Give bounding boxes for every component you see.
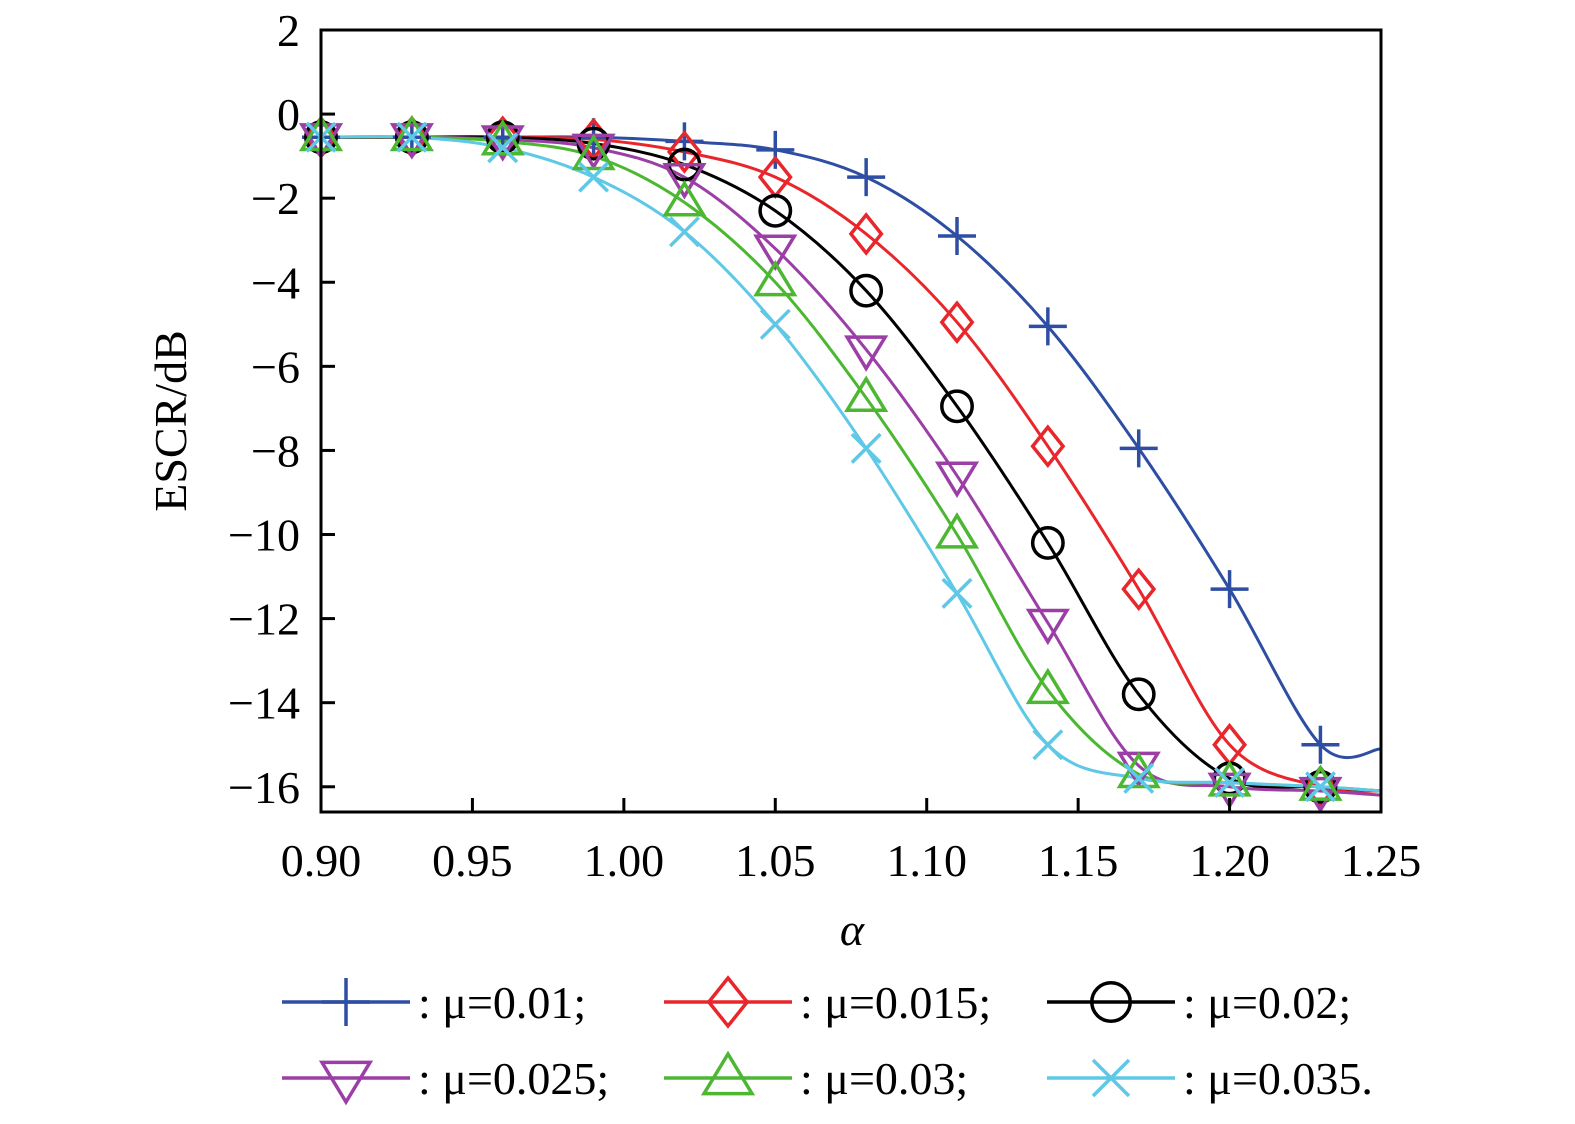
y-tick-label: −12 [228,594,300,645]
x-tick-label: 1.10 [886,835,967,886]
triangle-up-marker [1207,760,1252,797]
plot-frame [319,28,1383,814]
legend-label: : μ=0.02; [1183,977,1351,1028]
diamond-marker [1302,764,1338,809]
plus-marker [1301,725,1340,764]
legend-item: : μ=0.035. [1047,1053,1373,1104]
triangle-up-marker [571,133,616,171]
triangle-down-marker [389,123,434,160]
diamond-marker [1030,424,1066,469]
circle-marker [940,389,974,424]
y-tick-label: −16 [228,762,300,813]
y-tick-label: −2 [251,173,300,224]
y-tick-label: −10 [228,510,300,561]
diamond-marker [939,300,975,345]
x-tick-label: 0.95 [432,835,513,886]
series-markers [298,114,1343,814]
triangle-down-marker [318,1060,374,1106]
x-marker [759,308,791,340]
x-tick-label: 1.05 [735,835,816,886]
triangle-down-marker [662,163,707,200]
triangle-down-marker [1025,608,1070,646]
x-axis-title: α [840,904,865,955]
legend-item: : μ=0.015; [664,975,991,1029]
circle-marker [394,120,429,155]
plus-marker [1210,570,1249,609]
x-marker [578,161,610,193]
series-line-0 [321,135,1382,760]
diamond-marker [706,975,750,1029]
plus-marker [847,158,886,197]
x-marker [668,216,700,248]
x-marker [1304,771,1336,803]
diamond-marker [1121,567,1157,611]
y-axis: 2 0 −2 −4 −6 −8 −10 −12 −14 −16 [228,5,335,813]
y-tick-label: −6 [251,341,300,392]
triangle-down-marker [480,125,525,162]
triangle-up-marker [700,1050,756,1096]
y-tick-label: 2 [277,5,300,56]
x-marker [1032,729,1064,761]
circle-marker [1090,981,1132,1023]
legend-label: : μ=0.015; [800,977,991,1028]
triangle-up-marker [1298,764,1343,801]
y-axis-title: ESCR/dB [145,330,196,512]
legend-item: : μ=0.025; [282,1053,609,1106]
triangle-up-marker [662,179,707,217]
plus-marker [938,217,976,256]
triangle-up-marker [389,114,434,152]
legend-label: : μ=0.03; [800,1053,968,1104]
x-marker [487,132,519,164]
circle-marker [1030,525,1065,560]
triangle-down-marker [844,335,889,372]
triangle-down-marker [934,461,980,499]
legend-item: : μ=0.02; [1047,977,1351,1028]
x-axis: 0.90 0.95 1.00 1.05 1.10 1.15 1.20 1.25 [281,798,1422,886]
triangle-down-marker [753,234,798,272]
x-tick-label: 1.00 [584,835,665,886]
x-marker [1091,1058,1131,1098]
x-tick-label: 1.25 [1341,835,1422,886]
circle-marker [849,273,884,308]
legend-label: : μ=0.025; [418,1053,609,1104]
triangle-up-marker [844,375,889,412]
x-marker [850,432,882,464]
legend: : μ=0.01; : μ=0.015; : μ=0.02; : μ=0.025; : … [282,975,1373,1106]
plus-marker [1119,429,1158,468]
x-marker [1123,762,1155,794]
x-marker [396,121,428,153]
plus-marker [1028,307,1067,346]
diamond-marker [848,212,884,256]
y-tick-label: −4 [251,257,300,308]
x-marker [941,577,973,609]
plus-marker [322,978,370,1026]
x-tick-label: 0.90 [281,835,362,886]
plus-marker [756,130,795,169]
legend-label: : μ=0.035. [1183,1053,1373,1104]
y-tick-label: 0 [277,89,300,140]
y-tick-label: −14 [228,678,300,729]
legend-item: : μ=0.01; [282,977,586,1028]
triangle-up-marker [1025,667,1070,705]
plus-marker [665,122,704,161]
triangle-up-marker [753,259,798,297]
x-tick-label: 1.20 [1189,835,1270,886]
circle-marker [758,193,793,228]
legend-label: : μ=0.01; [418,977,586,1028]
circle-marker [1121,677,1156,712]
legend-item: : μ=0.03; [664,1050,968,1104]
x-marker [1214,767,1246,799]
triangle-up-marker [934,512,980,549]
x-tick-label: 1.15 [1038,835,1119,886]
diamond-marker [666,130,702,174]
y-tick-label: −8 [251,425,300,476]
